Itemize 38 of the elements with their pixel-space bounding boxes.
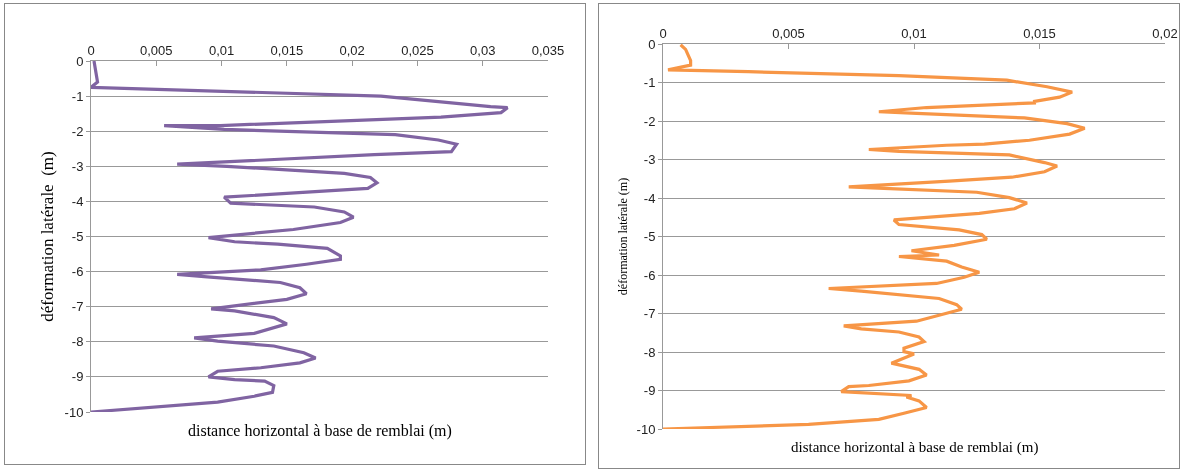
y-tick-label: -4 [643, 190, 656, 206]
x-tick-label: 0,02 [1152, 25, 1178, 41]
y-tick-label: -2 [71, 123, 84, 139]
x-tick-label: 0,015 [270, 42, 304, 58]
x-tick-label: 0 [87, 42, 95, 58]
x-tick-label: 0,02 [339, 42, 365, 58]
y-tick-label: -2 [643, 113, 656, 129]
y-tick-label: -6 [71, 264, 84, 280]
y-tick-label: -1 [643, 75, 656, 91]
y-tick-label: -6 [643, 267, 656, 283]
y-tick-label: -3 [71, 158, 84, 174]
y-tick-label: -7 [71, 299, 84, 315]
y-tick-label: -9 [643, 383, 656, 399]
y-tick-label: -3 [643, 152, 656, 168]
x-axis-title: distance horizontal à base de remblai (m) [188, 422, 452, 440]
y-tick-label: -7 [643, 306, 656, 322]
y-axis-title: déformation latérale (m) [38, 151, 58, 322]
x-tick-label: 0,005 [140, 42, 173, 58]
y-tick-label: -8 [643, 344, 656, 360]
y-tick-label: -8 [71, 334, 84, 350]
y-tick-label: -5 [643, 229, 656, 245]
y-tick-label: -10 [64, 404, 84, 420]
y-tick-label: 0 [76, 53, 84, 69]
y-tick-label: -1 [71, 88, 84, 104]
x-tick-label: 0 [659, 25, 667, 41]
x-tick-label: 0,01 [208, 42, 235, 58]
y-tick-label: -10 [636, 421, 656, 437]
x-tick-label: 0,005 [772, 25, 805, 41]
y-tick-label: -5 [71, 229, 84, 245]
y-axis-title: déformation latérale (m) [615, 177, 630, 296]
x-tick-label: 0,035 [531, 42, 565, 58]
x-tick-label: 0,01 [901, 25, 927, 41]
y-tick-label: -4 [71, 193, 84, 209]
x-axis-title: distance horizontal à base de remblai (m) [791, 439, 1039, 456]
x-tick-label: 0,03 [470, 42, 496, 58]
y-tick-label: -9 [71, 369, 84, 385]
x-tick-label: 0,015 [1023, 25, 1056, 41]
x-tick-label: 0,025 [401, 42, 434, 58]
